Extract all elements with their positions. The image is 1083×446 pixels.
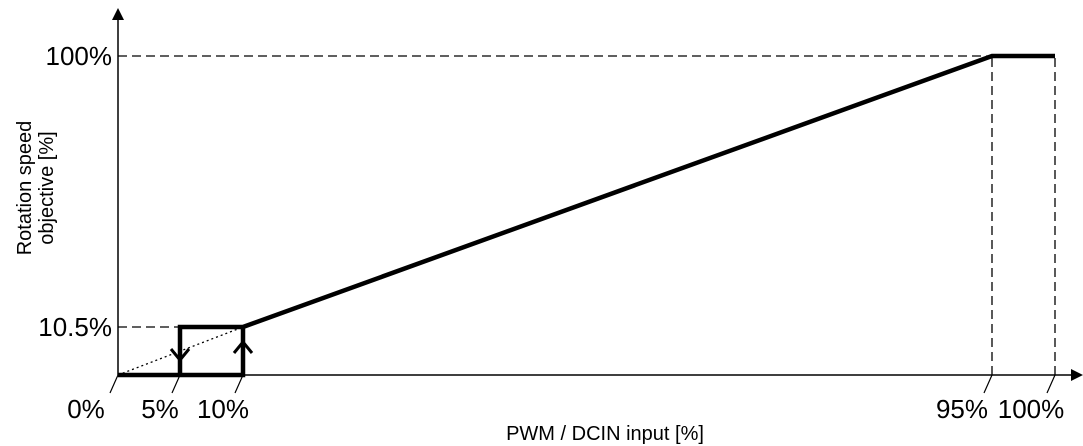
y-axis-label-line-2: objective [%]: [36, 131, 58, 244]
x-tick-mark-10: [234, 374, 244, 394]
x-tick-label-0: 0%: [67, 394, 105, 424]
x-tick-label-10: 10%: [197, 394, 249, 424]
series-line-main: [118, 53, 1055, 378]
x-tick-label-95: 95%: [936, 394, 988, 424]
series-line-dotted: [117, 326, 244, 376]
hysteresis-arrows: [169, 339, 254, 363]
x-tick-mark-5: [171, 374, 181, 394]
tick-labels: 0% 5% 10% 95% 100% 10.5% 100%: [38, 41, 1064, 424]
x-axis-arrowhead: [1071, 369, 1083, 381]
y-axis-label-line-1: Rotation speed: [14, 121, 36, 256]
x-tick-label-5: 5%: [141, 394, 179, 424]
y-axis-arrowhead: [112, 8, 124, 20]
arrow-up-10: [232, 339, 254, 354]
axes: [112, 8, 1083, 381]
y-tick-label-10.5: 10.5%: [38, 312, 112, 342]
arrow-down-5: [169, 348, 191, 363]
y-tick-label-100: 100%: [46, 41, 113, 71]
x-tick-mark-0: [109, 374, 119, 394]
x-tick-mark-95: [983, 374, 993, 394]
guide-lines: [118, 55, 1056, 375]
x-tick-label-100: 100%: [998, 394, 1065, 424]
tick-marks: [109, 374, 1056, 394]
y-axis-label: Rotation speed objective [%]: [14, 121, 58, 256]
x-tick-mark-100: [1046, 374, 1056, 394]
series-group: [117, 53, 1055, 378]
x-axis-label: PWM / DCIN input [%]: [506, 423, 704, 445]
